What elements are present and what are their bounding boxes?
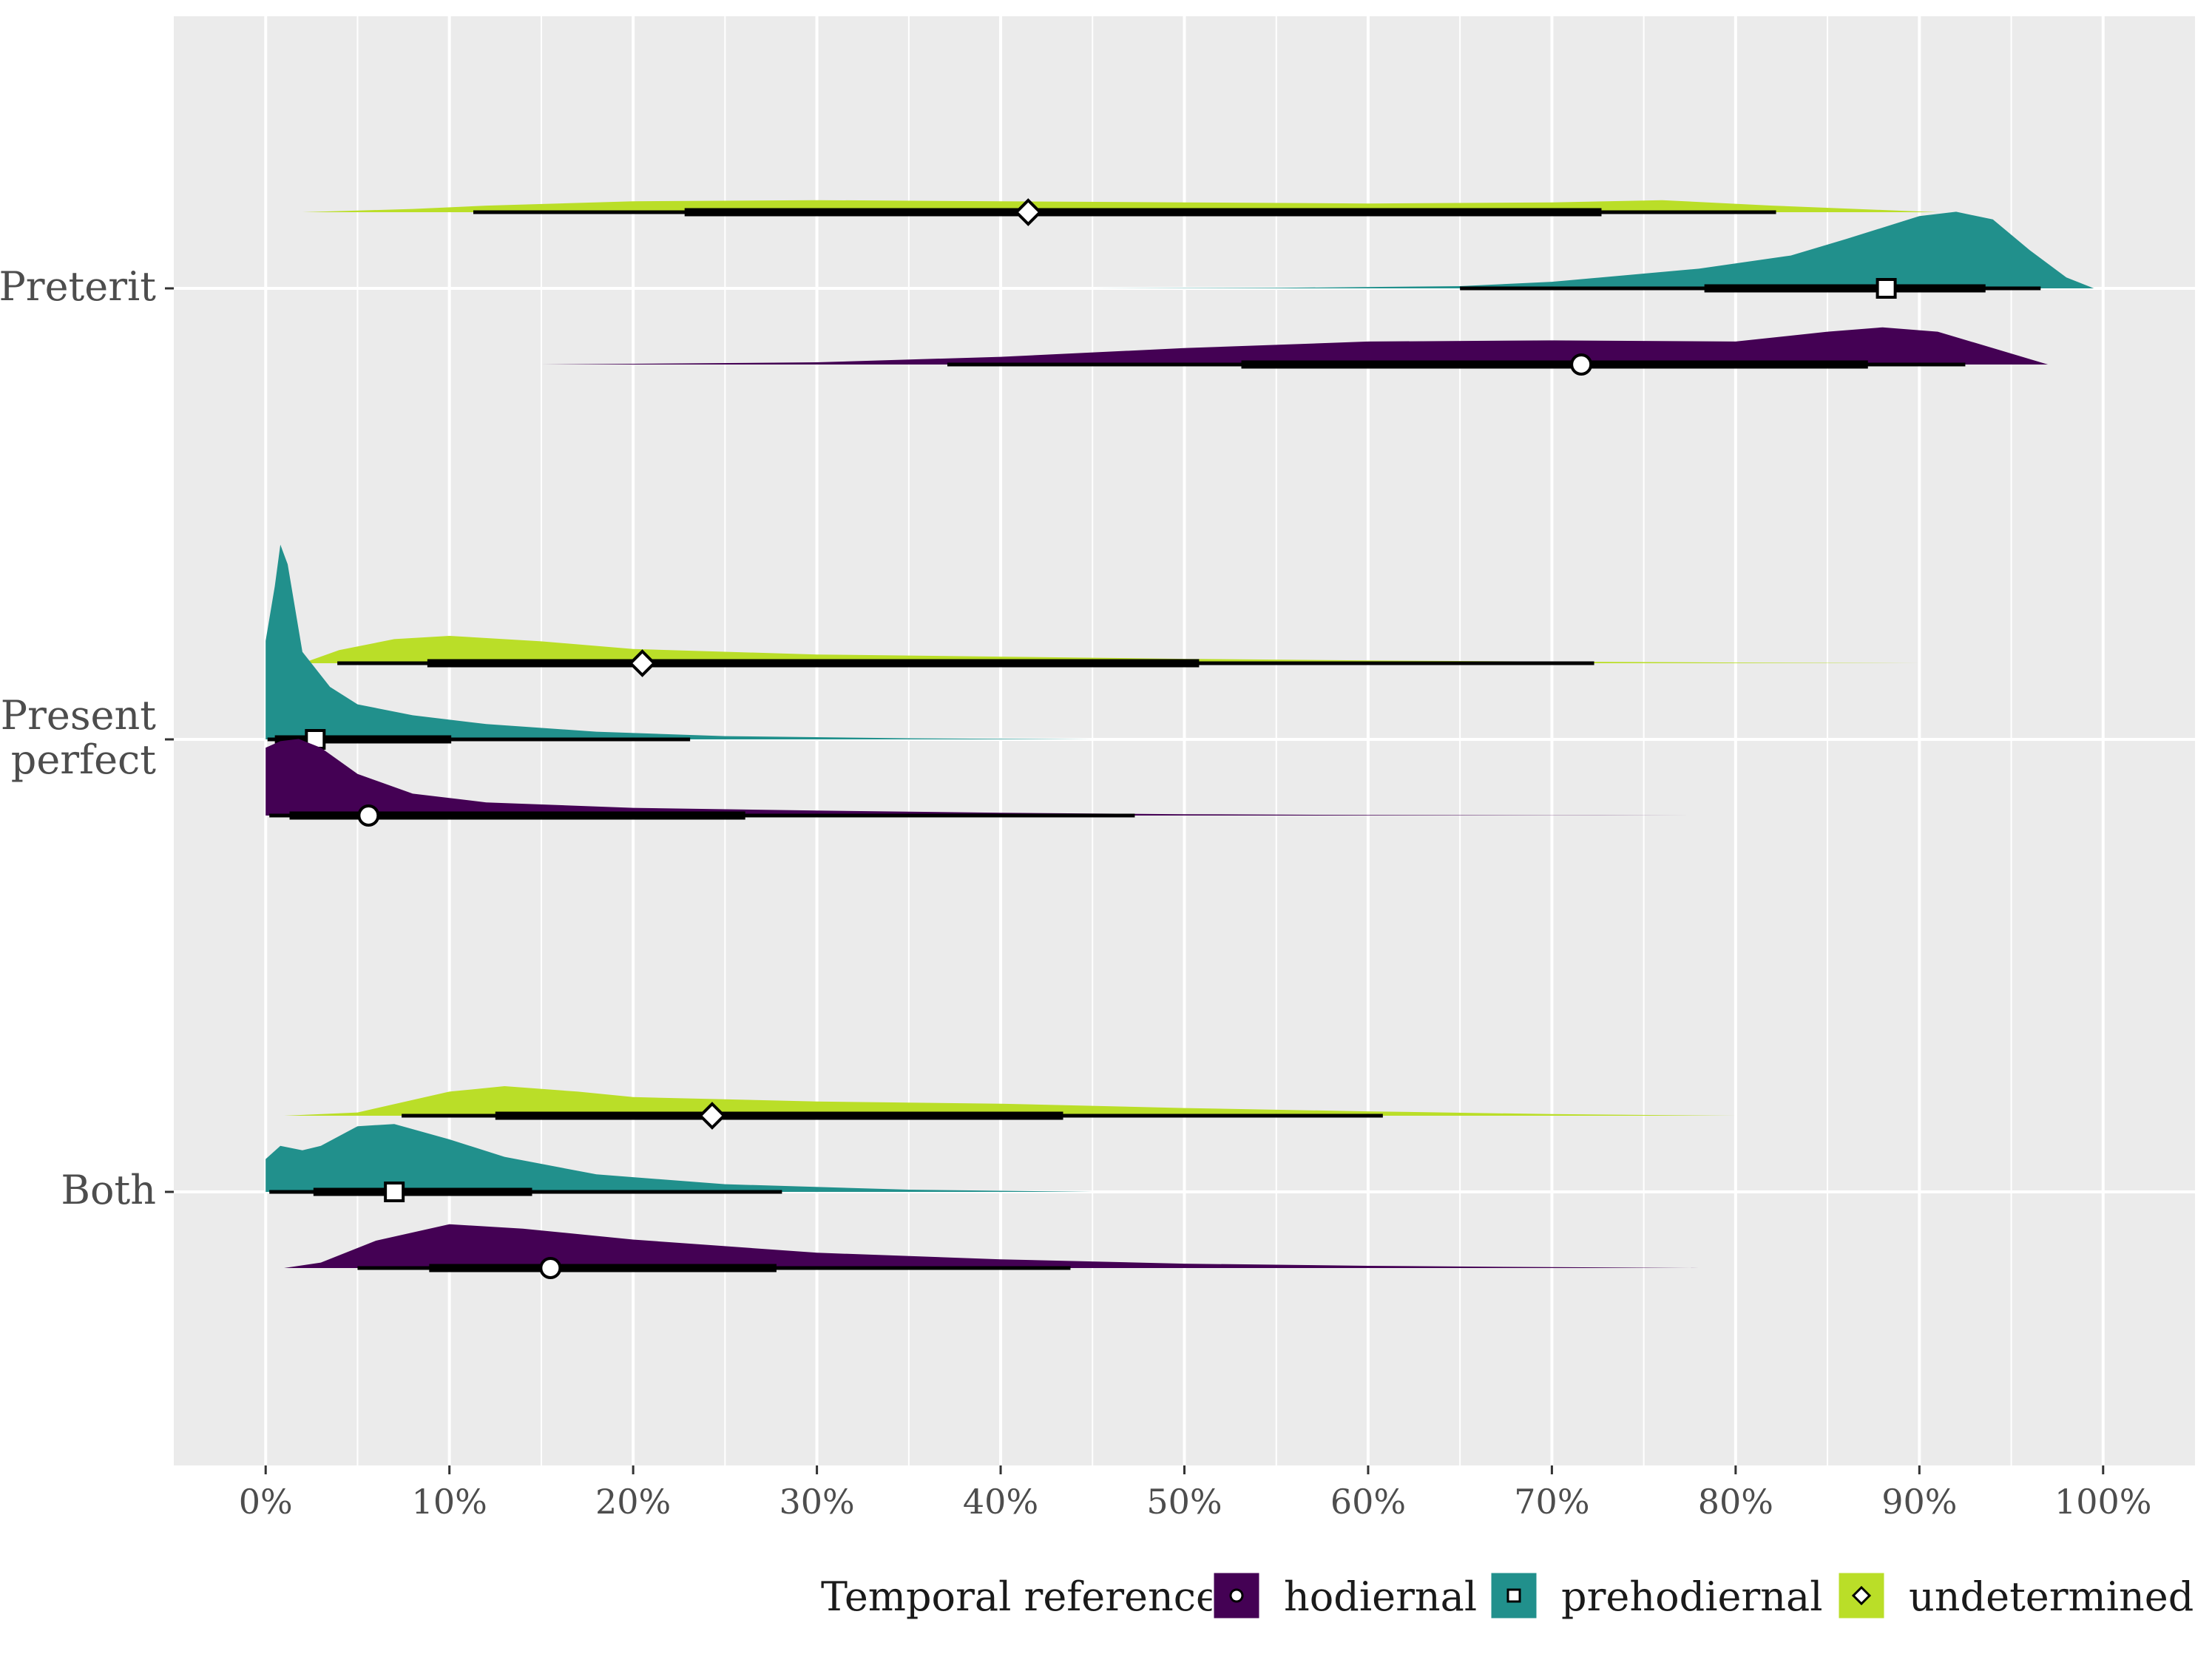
point-estimate <box>1876 278 1897 299</box>
y-category-label: Present perfect <box>1 692 157 783</box>
density-slab <box>284 1224 1699 1268</box>
series-undetermined-2 <box>284 1086 1736 1130</box>
series-layer <box>265 198 2094 1279</box>
legend-title: Temporal reference <box>821 1573 1220 1620</box>
legend-label: undetermined <box>1909 1573 2194 1620</box>
point-estimate <box>628 649 657 677</box>
legend-item-hodiernal: hodiernal <box>1211 1570 1477 1621</box>
x-tick-label: 20% <box>595 1482 671 1522</box>
x-tick-label: 90% <box>1881 1482 1957 1522</box>
density-slab <box>1092 211 2094 288</box>
legend-symbol <box>1229 1588 1244 1603</box>
legend-key <box>1489 1570 1539 1621</box>
series-undetermined-0 <box>302 198 1938 226</box>
point-estimate <box>357 804 380 827</box>
legend-label: prehodiernal <box>1561 1573 1822 1620</box>
point-estimate <box>1570 353 1593 376</box>
point-estimate <box>384 1182 405 1202</box>
series-prehodiernal-1 <box>265 544 1093 750</box>
axes: 0% 10% 20% 30% 40% 50% 60% 70% 80% 90% 100% Preteri… <box>0 263 2152 1522</box>
point-estimate <box>698 1102 726 1130</box>
series-hodiernal-2 <box>284 1224 1699 1279</box>
x-tick-label: 80% <box>1698 1482 1773 1522</box>
x-tick-label: 10% <box>412 1482 487 1522</box>
legend-item-prehodiernal: prehodiernal <box>1489 1570 1822 1621</box>
density-slab <box>284 1086 1736 1116</box>
legend-item-undetermined: undetermined <box>1836 1570 2194 1621</box>
x-tick-label: 0% <box>239 1482 293 1522</box>
point-estimate <box>1014 198 1043 226</box>
x-tick-label: 50% <box>1146 1482 1222 1522</box>
series-prehodiernal-0 <box>1092 211 2094 299</box>
series-prehodiernal-2 <box>265 1124 1093 1202</box>
y-category-label: Both <box>61 1167 156 1213</box>
legend-symbol <box>1851 1585 1872 1606</box>
series-undetermined-1 <box>302 636 1920 677</box>
legend-label: hodiernal <box>1284 1573 1477 1620</box>
point-estimate <box>539 1257 562 1279</box>
legend-symbol <box>1506 1588 1521 1603</box>
series-hodiernal-1 <box>265 739 1699 827</box>
density-slab <box>265 544 1093 739</box>
density-slab <box>541 327 2049 365</box>
series-hodiernal-0 <box>541 327 2049 376</box>
x-tick-label: 70% <box>1514 1482 1589 1522</box>
y-category-label: Preterit <box>0 263 156 310</box>
x-tick-label: 30% <box>779 1482 854 1522</box>
x-tick-label: 60% <box>1330 1482 1406 1522</box>
density-slab <box>302 636 1920 663</box>
legend: Temporal reference hodiernal prehodiernal u… <box>821 1570 2194 1621</box>
density-slab <box>265 739 1699 816</box>
x-tick-label: 40% <box>963 1482 1038 1522</box>
x-tick-label: 100% <box>2054 1482 2152 1522</box>
density-slab <box>265 1124 1093 1192</box>
